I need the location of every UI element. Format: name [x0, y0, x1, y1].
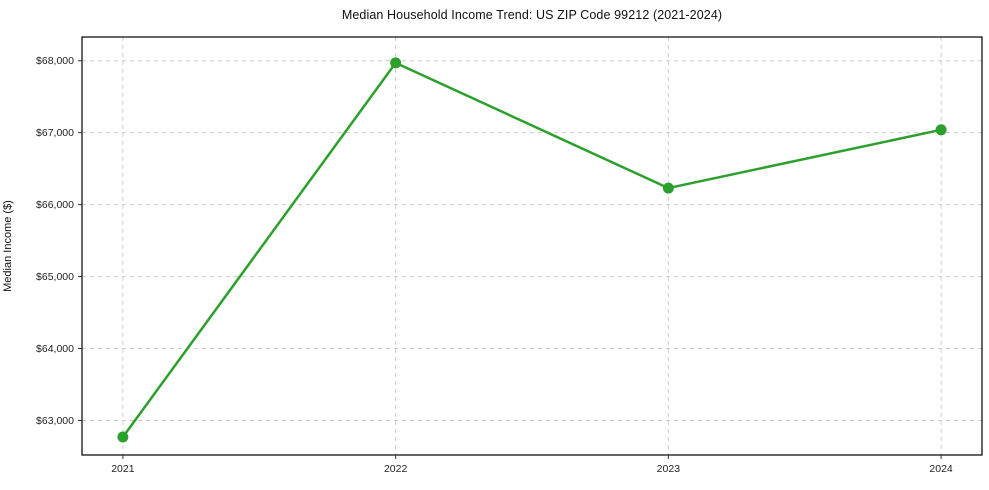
data-point-2021: [117, 431, 129, 443]
x-tick-label: 2023: [657, 463, 681, 475]
y-tick-label: $64,000: [36, 343, 74, 355]
y-tick-label: $63,000: [36, 415, 74, 427]
x-tick-label: 2021: [111, 463, 135, 475]
y-axis-label: Median Income ($): [2, 200, 14, 292]
y-tick-label: $66,000: [36, 199, 74, 211]
axes-frame: [81, 36, 983, 456]
data-point-2022: [390, 57, 402, 69]
x-tick-label: 2022: [384, 463, 408, 475]
trend-line: [121, 61, 943, 439]
x-tick-label: 2024: [929, 463, 953, 475]
y-tick-label: $67,000: [36, 127, 74, 139]
chart-title: Median Household Income Trend: US ZIP Co…: [341, 8, 723, 22]
y-tick-label: $68,000: [36, 55, 74, 67]
data-point-2023: [662, 182, 674, 194]
y-tick-label: $65,000: [36, 271, 74, 283]
data-point-2024: [935, 124, 947, 136]
